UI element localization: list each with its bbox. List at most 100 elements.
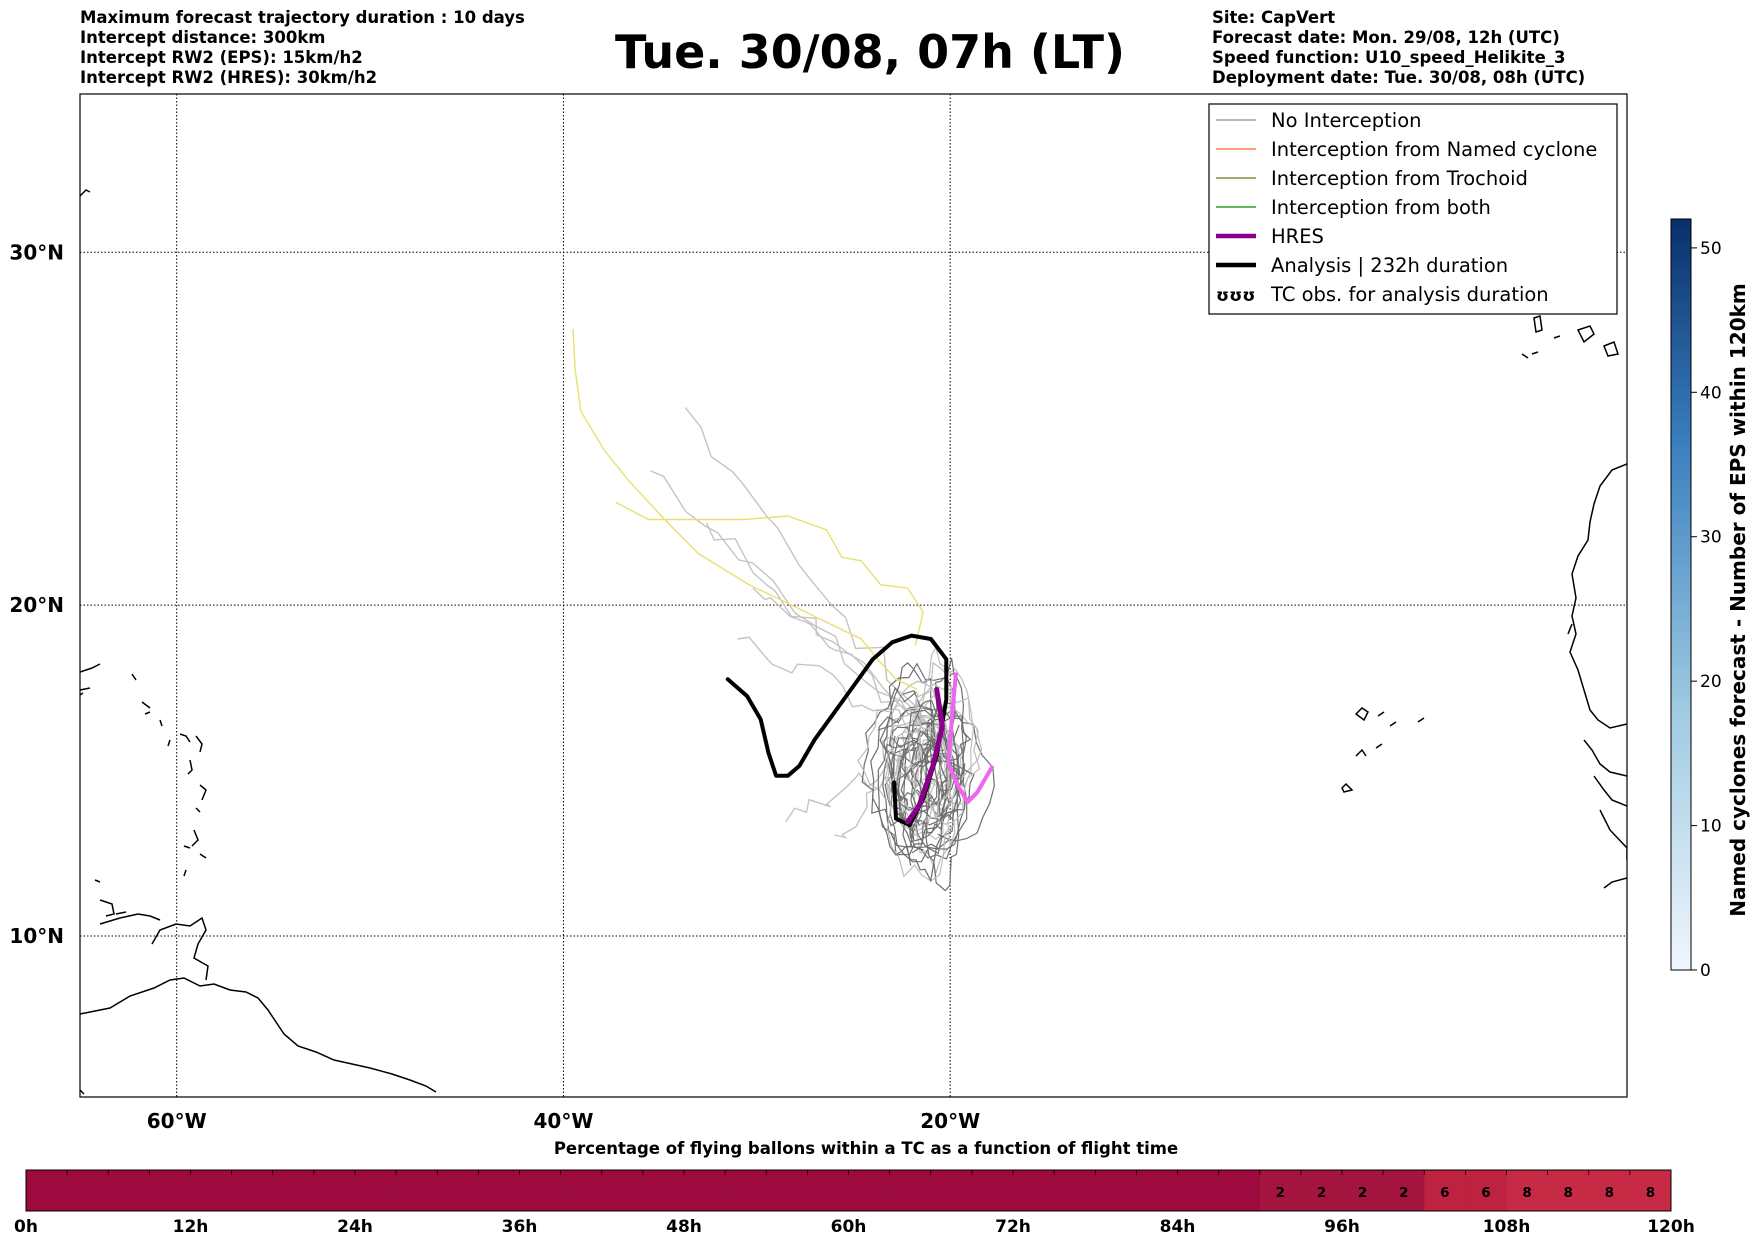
time-bar-cell: 2	[1382, 1170, 1425, 1211]
colorbar-label: Named cyclones forecast - Number of EPS …	[1726, 283, 1750, 917]
deployment-date: Deployment date: Tue. 30/08, 08h (UTC)	[1212, 68, 1586, 87]
time-bar-cell-fill	[108, 1170, 150, 1211]
legend-item: Interception from Named cyclone	[1216, 138, 1597, 161]
time-bar-title: Percentage of flying ballons within a TC…	[554, 1139, 1178, 1158]
time-bar-cell	[889, 1170, 932, 1211]
time-bar-cell: 6	[1464, 1170, 1507, 1211]
time-bar-cell-fill	[313, 1170, 356, 1211]
time-bar-cell	[1177, 1170, 1219, 1211]
lon-tick-label: 60°W	[147, 1109, 207, 1133]
coastlines	[80, 189, 1627, 1095]
time-bar-cell-value: 6	[1481, 1185, 1490, 1201]
time-bar-tick-label: 96h	[1324, 1217, 1360, 1237]
time-bar-tick-label: 72h	[995, 1217, 1031, 1237]
legend-item: Interception from both	[1216, 196, 1491, 219]
speed-function: Speed function: U10_speed_Helikite_3	[1212, 48, 1566, 67]
map-frame	[79, 93, 1628, 1098]
time-bar-cell: 8	[1547, 1170, 1590, 1211]
time-bar-cell-fill	[725, 1170, 767, 1211]
time-bar-cell-fill	[807, 1170, 849, 1211]
time-bar-cell-fill	[971, 1170, 1014, 1211]
time-bar-cell	[1218, 1170, 1261, 1211]
time-bar-cell	[930, 1170, 973, 1211]
time-bar-cell-fill	[396, 1170, 438, 1211]
legend-item: HRES	[1216, 225, 1324, 248]
time-bar-cell	[1135, 1170, 1178, 1211]
time-bar-tick-label: 36h	[502, 1217, 538, 1237]
time-bar-frame	[25, 1169, 1672, 1212]
eps-trajectories-trochoid	[572, 328, 924, 691]
lon-tick-label: 20°W	[920, 1109, 980, 1133]
param-duration: Maximum forecast trajectory duration : 1…	[80, 8, 525, 27]
time-bar-cell	[724, 1170, 767, 1211]
time-bar-cell-fill	[190, 1170, 232, 1211]
eps-track-loop	[923, 702, 968, 792]
time-bar-cell-value: 2	[1399, 1185, 1408, 1201]
time-bar-cell	[806, 1170, 849, 1211]
time-bar-cell: 2	[1259, 1170, 1302, 1211]
time-bar-cell-fill	[1506, 1170, 1548, 1211]
colorbar-tick-label: 30	[1700, 528, 1722, 548]
time-bar-cell-fill	[1547, 1170, 1590, 1211]
time-bar-cell-fill	[642, 1170, 685, 1211]
time-bar-cell: 6	[1423, 1170, 1466, 1211]
legend-label: Interception from Named cyclone	[1271, 138, 1597, 161]
legend-label: Interception from Trochoid	[1271, 167, 1528, 190]
time-bar-cell-value: 8	[1563, 1185, 1572, 1201]
time-bar-cell: 2	[1300, 1170, 1343, 1211]
time-bar-cell-fill	[1383, 1170, 1425, 1211]
time-bar-cell	[231, 1170, 274, 1211]
time-bar-cell-fill	[1342, 1170, 1384, 1211]
eps-track-loop	[877, 705, 972, 768]
legend: No Interception Interception from Named c…	[1208, 103, 1618, 315]
eps-track-no-interception	[752, 587, 947, 735]
time-bar-cell: 8	[1588, 1170, 1631, 1211]
colorbar-tick-label: 50	[1700, 239, 1722, 259]
time-bar-cell-fill	[26, 1170, 68, 1211]
time-bar-cell	[354, 1170, 397, 1211]
time-bar-cell-fill	[684, 1170, 726, 1211]
time-bar-cell-fill	[601, 1170, 644, 1211]
time-bar-cell-fill	[437, 1170, 479, 1211]
time-bar-cell	[765, 1170, 808, 1211]
lon-tick-label: 40°W	[533, 1109, 593, 1133]
eps-colorbar: 0 10 20 30 40 50 Named cyclones forecast - Nu…	[1670, 218, 1750, 981]
longitude-tick-labels: 60°W 40°W 20°W	[147, 1109, 980, 1133]
time-bar-cell	[395, 1170, 438, 1211]
time-bar-tick-label: 120h	[1647, 1217, 1695, 1237]
time-bar-cell-value: 2	[1358, 1185, 1367, 1201]
time-bar-cell-fill	[1054, 1170, 1096, 1211]
time-bar-cell	[1053, 1170, 1096, 1211]
time-bar-cell-fill	[1218, 1170, 1261, 1211]
legend-item: ʊʊʊ TC obs. for analysis duration	[1216, 283, 1549, 306]
time-bar-cell-value: 2	[1317, 1185, 1326, 1201]
eps-track-loop	[884, 726, 954, 827]
eps-track-no-interception	[737, 636, 935, 736]
eps-track-trochoid	[572, 328, 918, 691]
time-bar-cell-fill	[1095, 1170, 1137, 1211]
time-bar-cell-fill	[1177, 1170, 1219, 1211]
eps-track-loop	[877, 737, 930, 856]
coast-africa	[1567, 463, 1627, 889]
time-bar-cell	[519, 1170, 561, 1211]
param-rw2-eps: Intercept RW2 (EPS): 15km/h2	[80, 48, 363, 67]
time-bar-cell-fill	[1013, 1170, 1055, 1211]
time-bar-cell-fill	[930, 1170, 973, 1211]
coast-antilles	[80, 663, 207, 917]
site-info: Site: CapVert Forecast date: Mon. 29/08,…	[1212, 8, 1585, 88]
time-bar-tick-label: 0h	[14, 1217, 38, 1237]
legend-label: TC obs. for analysis duration	[1270, 283, 1549, 306]
time-bar-cell-fill	[231, 1170, 274, 1211]
legend-label: Interception from both	[1271, 196, 1491, 219]
time-bar-cell	[436, 1170, 479, 1211]
page-title: Tue. 30/08, 07h (LT)	[615, 25, 1125, 79]
time-bar-cell-fill	[766, 1170, 808, 1211]
time-bar-cell-fill	[889, 1170, 932, 1211]
time-bar-cell	[848, 1170, 890, 1211]
lat-tick-label: 20°N	[9, 593, 64, 617]
param-rw2-hres: Intercept RW2 (HRES): 30km/h2	[80, 68, 378, 87]
time-bar-tick-label: 108h	[1483, 1217, 1531, 1237]
colorbar-tick-label: 10	[1700, 817, 1722, 837]
legend-label: HRES	[1271, 225, 1324, 248]
